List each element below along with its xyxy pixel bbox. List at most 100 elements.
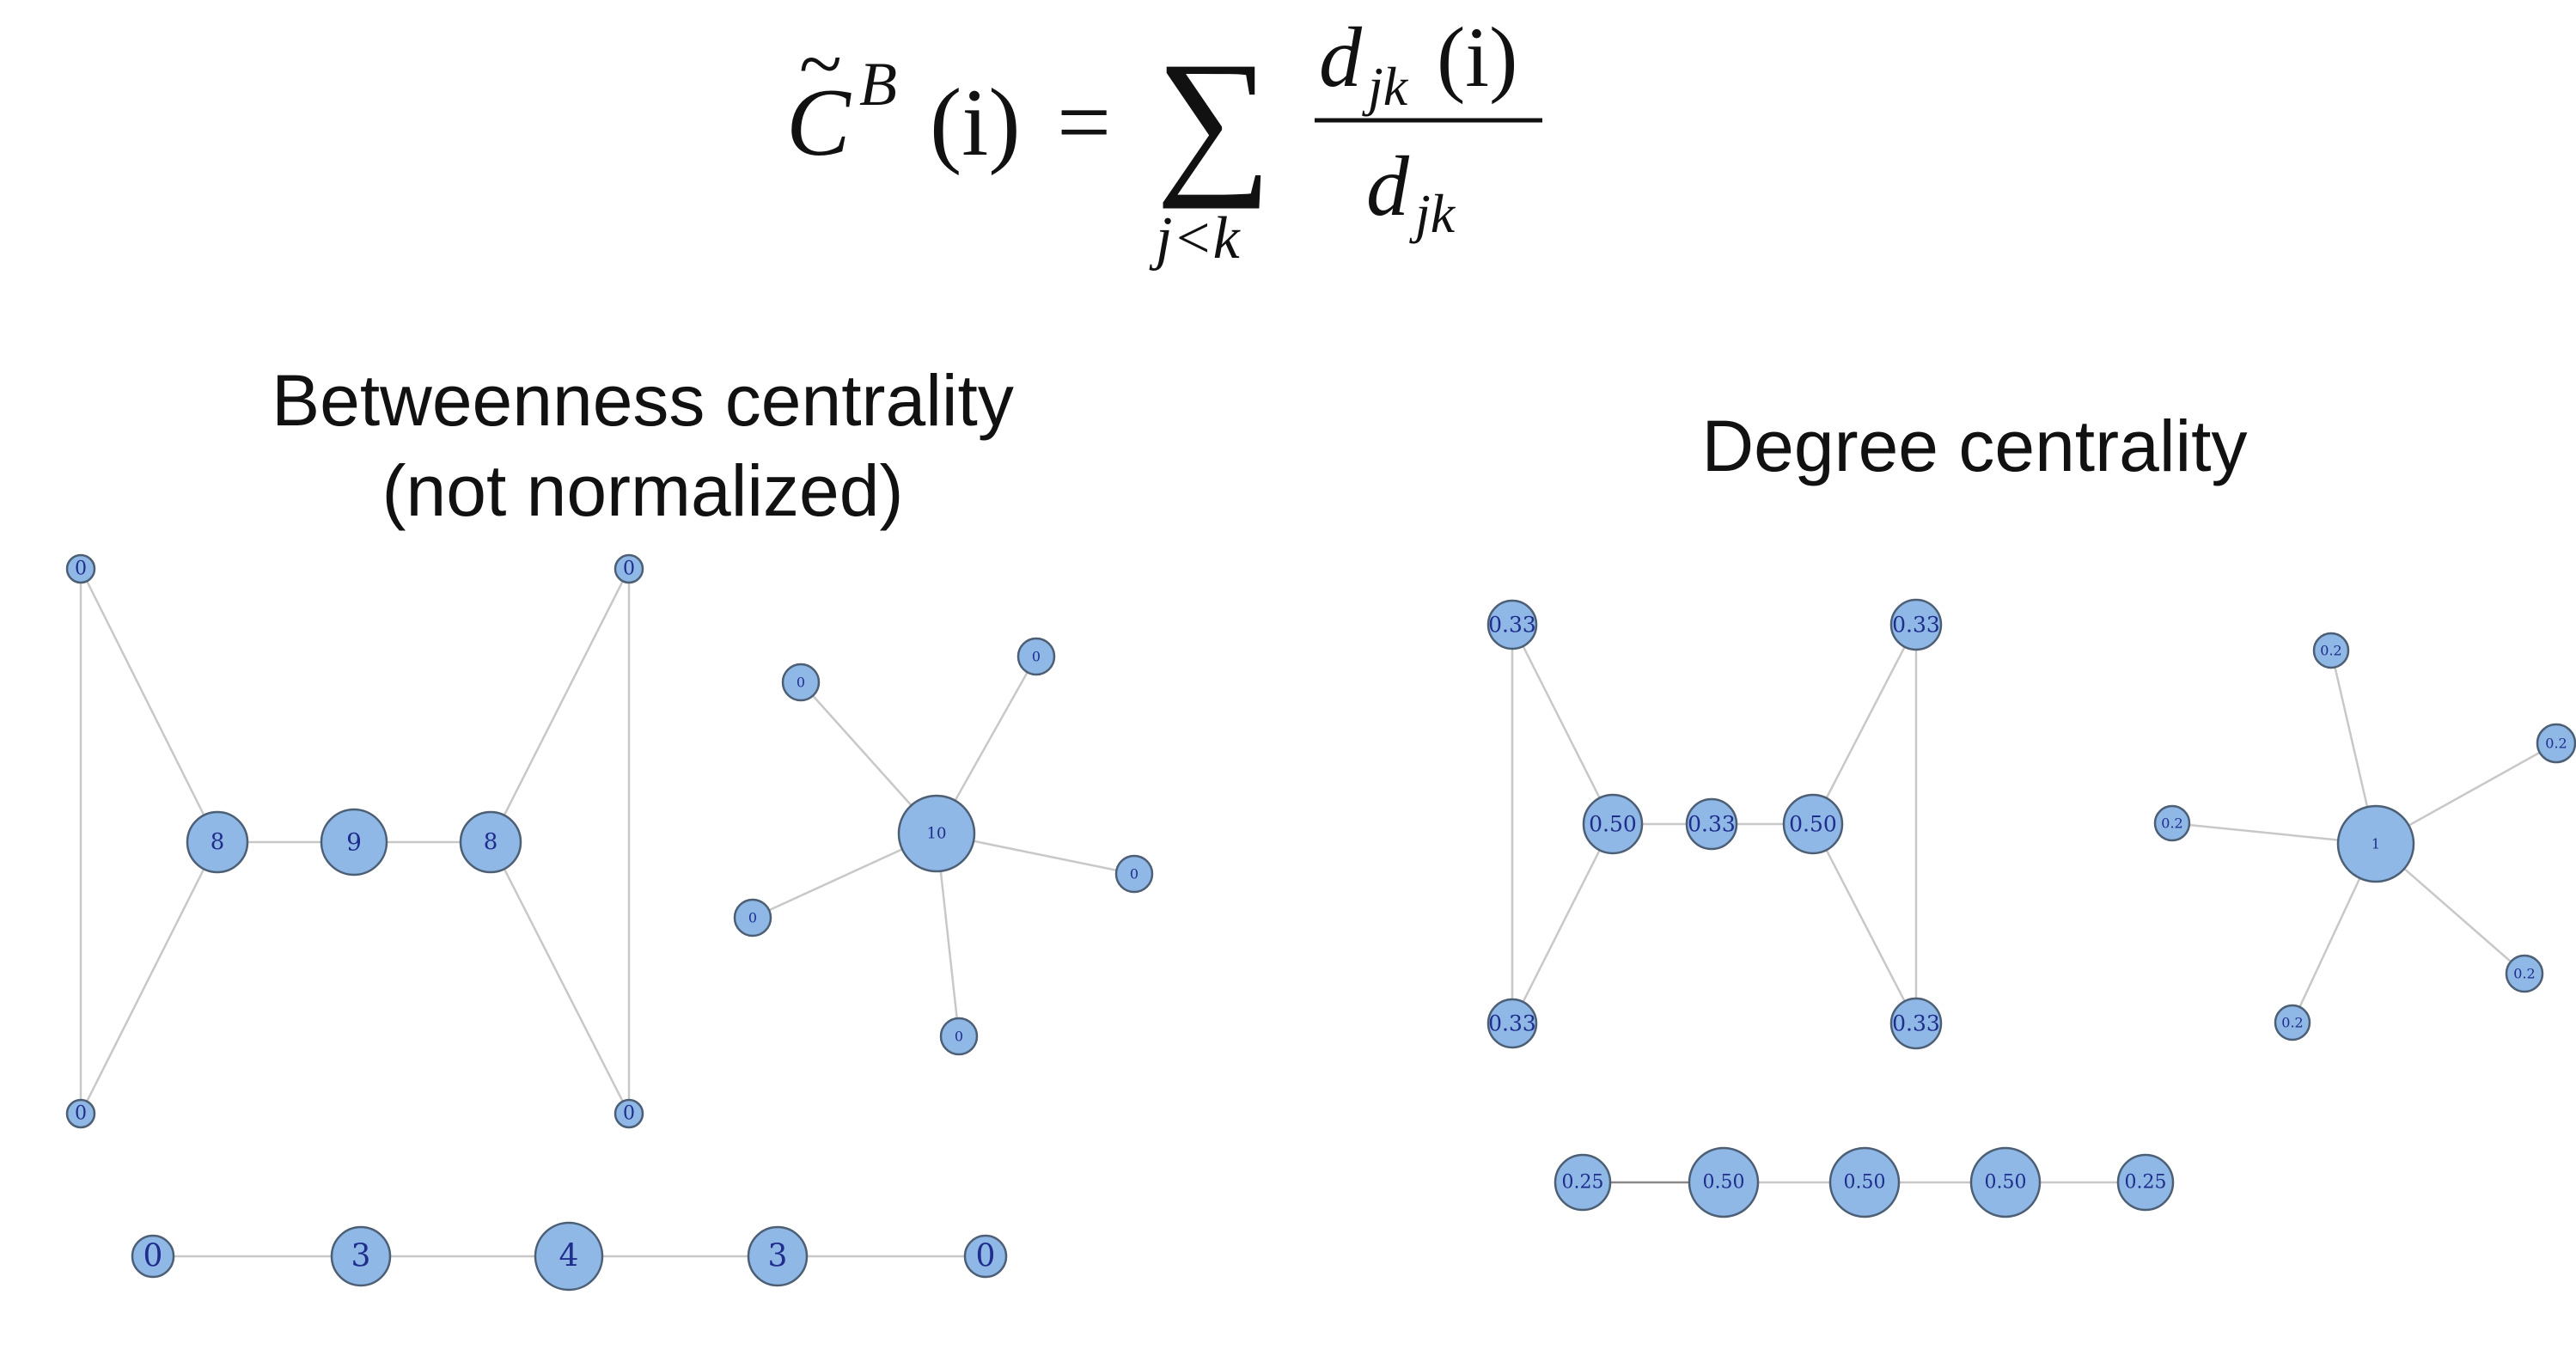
node-label: 8 xyxy=(211,829,225,855)
node-circle xyxy=(320,808,388,876)
node-label: 0 xyxy=(1130,866,1138,882)
node-circle xyxy=(613,1098,644,1129)
graph-node: 8 xyxy=(459,810,522,874)
node-circle xyxy=(781,663,821,702)
node-circle xyxy=(1889,598,1943,651)
node-circle xyxy=(1969,1146,2042,1218)
graph-node: 0.2 xyxy=(2274,1004,2311,1041)
node-circle xyxy=(2505,954,2544,993)
graph-node: 0 xyxy=(131,1234,175,1279)
graph-node: 0 xyxy=(781,663,821,702)
node-label: 0 xyxy=(623,559,635,580)
node-label: 0 xyxy=(75,559,87,580)
node-circle xyxy=(65,553,96,584)
graph-node: 0.50 xyxy=(1828,1146,1901,1218)
node-label: 0 xyxy=(623,1103,635,1125)
formula-denominator-subscript: jk xyxy=(1409,183,1456,244)
node-label: 0.50 xyxy=(1703,1172,1745,1194)
node-circle xyxy=(2153,804,2191,842)
formula-lhs-argument-text: (i) xyxy=(930,70,1021,176)
graph-node: 0.50 xyxy=(1688,1146,1760,1218)
node-circle xyxy=(1486,599,1538,650)
node-label: 0.50 xyxy=(1589,812,1637,837)
graph-node: 0.2 xyxy=(2153,804,2191,842)
graph-node: 3 xyxy=(747,1225,809,1287)
node-label: 0.2 xyxy=(2513,966,2535,982)
node-label: 0 xyxy=(797,675,805,691)
node-label: 0.33 xyxy=(1892,613,1940,638)
node-circle xyxy=(65,1098,96,1129)
graph-edge xyxy=(489,568,631,843)
node-circle xyxy=(1486,998,1538,1049)
graph-node: 0.50 xyxy=(1969,1146,2042,1218)
graph-node: 0 xyxy=(1016,637,1056,676)
node-label: 0.33 xyxy=(1892,1011,1940,1036)
formula-equals: = xyxy=(1057,70,1111,176)
formula-denominator-base: d xyxy=(1366,138,1410,234)
graph-node: 0.33 xyxy=(1889,997,1943,1050)
formula-sum-subscript: j<k xyxy=(1149,205,1242,272)
betweenness-bowtie-graph: 0 0 8 9 8 0 0 xyxy=(65,553,644,1129)
graph-node: 0 xyxy=(613,1098,644,1129)
node-circle xyxy=(330,1225,392,1287)
graph-edge xyxy=(79,841,219,1115)
graph-node: 3 xyxy=(330,1225,392,1287)
node-circle xyxy=(963,1234,1008,1279)
node-label: 0 xyxy=(75,1103,87,1125)
node-label: 0.33 xyxy=(1488,613,1536,638)
formula-numerator-argument: (i) xyxy=(1437,9,1517,105)
node-circle xyxy=(459,810,522,874)
betweenness-path-graph: 0 3 4 3 0 xyxy=(131,1221,1008,1292)
formula-sum-symbol: ∑ xyxy=(1156,29,1272,210)
node-circle xyxy=(186,810,249,874)
node-circle xyxy=(1582,793,1644,855)
node-label: 1 xyxy=(2372,836,2380,852)
graph-node: 0.25 xyxy=(1554,1153,1612,1212)
node-circle xyxy=(747,1225,809,1287)
node-circle xyxy=(2312,632,2350,669)
graph-edge xyxy=(489,841,631,1115)
formula-numerator-base: d xyxy=(1319,9,1363,105)
node-circle xyxy=(131,1234,175,1279)
node-circle xyxy=(897,794,976,873)
betweenness-formula: C ~ B (i) = ∑ j<k d jk (i) d jk xyxy=(786,9,1542,272)
node-label: 0.33 xyxy=(1688,812,1736,837)
degree-star-graph: 1 0.2 0.2 0.2 0.2 0.2 xyxy=(2153,632,2576,1041)
node-circle xyxy=(1114,854,1154,894)
node-label: 0 xyxy=(976,1239,996,1274)
node-label: 0.25 xyxy=(2125,1172,2167,1194)
graph-node: 0.2 xyxy=(2505,954,2544,993)
node-circle xyxy=(613,553,644,584)
node-label: 8 xyxy=(484,829,498,855)
graph-node: 0.25 xyxy=(2116,1153,2175,1212)
node-circle xyxy=(939,1017,979,1056)
node-circle xyxy=(1889,997,1943,1050)
graph-node: 0.50 xyxy=(1782,793,1844,855)
graph-node: 0 xyxy=(1114,854,1154,894)
node-label: 0.50 xyxy=(1789,812,1837,837)
node-circle xyxy=(2274,1004,2311,1041)
node-label: 0.50 xyxy=(1844,1172,1886,1194)
node-circle xyxy=(2336,804,2415,883)
node-circle xyxy=(733,898,772,937)
node-label: 0.50 xyxy=(1985,1172,2027,1194)
node-circle xyxy=(1685,797,1738,851)
node-label: 0 xyxy=(143,1239,163,1274)
degree-path-graph: 0.25 0.50 0.50 0.50 0.25 xyxy=(1554,1146,2175,1218)
graph-node: 0.50 xyxy=(1582,793,1644,855)
node-label: 3 xyxy=(768,1239,788,1274)
node-circle xyxy=(1688,1146,1760,1218)
graph-node: 0.33 xyxy=(1486,998,1538,1049)
graph-node: 0 xyxy=(613,553,644,584)
degree-bowtie-graph: 0.33 0.33 0.50 0.33 0.50 0.33 0.33 xyxy=(1486,598,1943,1050)
graph-node: 0 xyxy=(963,1234,1008,1279)
node-label: 0.2 xyxy=(2161,815,2182,832)
graph-node: 0 xyxy=(939,1017,979,1056)
graph-node: 0 xyxy=(65,1098,96,1129)
node-label: 0 xyxy=(748,910,757,926)
formula-lhs-tilde: ~ xyxy=(799,20,842,107)
graph-node: 10 xyxy=(897,794,976,873)
node-circle xyxy=(2116,1153,2175,1212)
graph-node: 0 xyxy=(733,898,772,937)
